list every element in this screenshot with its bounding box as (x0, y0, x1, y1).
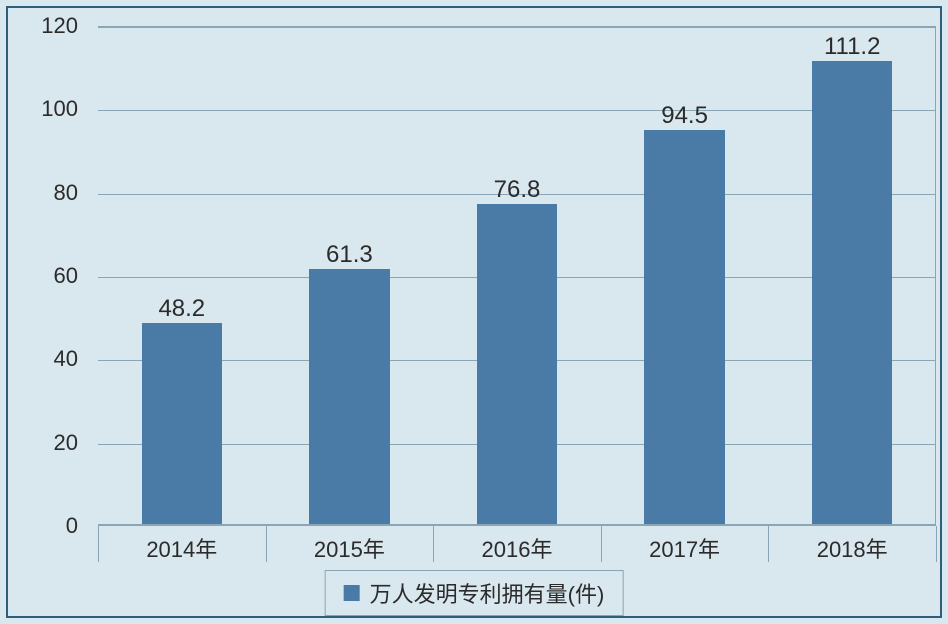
bar-value-label: 61.3 (269, 241, 429, 269)
bar-value-label: 111.2 (772, 33, 932, 61)
x-axis-separator (266, 526, 267, 562)
legend-swatch-icon (344, 585, 360, 601)
x-axis-label: 2018年 (772, 532, 932, 564)
x-axis-separator (433, 526, 434, 562)
bar (477, 204, 557, 524)
chart-outer: 万人发明专利拥有量(件) 0 20 40 60 80 100 120 48.2 2014年 61.… (0, 0, 948, 624)
bar (644, 130, 724, 524)
x-axis-label: 2015年 (269, 532, 429, 564)
x-axis-separator (98, 526, 99, 562)
bar (812, 61, 892, 524)
x-axis-label: 2017年 (605, 532, 765, 564)
legend: 万人发明专利拥有量(件) (325, 570, 624, 616)
gridline (98, 27, 935, 28)
x-axis-separator (601, 526, 602, 562)
y-axis-label: 80 (18, 180, 78, 206)
bar (309, 269, 389, 524)
x-axis-separator (936, 526, 937, 562)
y-axis-label: 100 (18, 96, 78, 122)
x-axis-label: 2016年 (437, 532, 597, 564)
y-axis-label: 0 (18, 513, 78, 539)
bar-value-label: 76.8 (437, 176, 597, 204)
plot-area (98, 26, 936, 526)
y-axis-label: 60 (18, 263, 78, 289)
x-axis-separator (768, 526, 769, 562)
gridline (98, 110, 935, 111)
bar-value-label: 48.2 (102, 295, 262, 323)
x-axis-label: 2014年 (102, 532, 262, 564)
bar (142, 323, 222, 524)
y-axis-label: 20 (18, 430, 78, 456)
bar-value-label: 94.5 (605, 102, 765, 130)
chart-frame: 万人发明专利拥有量(件) 0 20 40 60 80 100 120 48.2 2014年 61.… (6, 6, 942, 618)
y-axis-label: 40 (18, 346, 78, 372)
y-axis-label: 120 (18, 13, 78, 39)
legend-label: 万人发明专利拥有量(件) (370, 577, 605, 609)
